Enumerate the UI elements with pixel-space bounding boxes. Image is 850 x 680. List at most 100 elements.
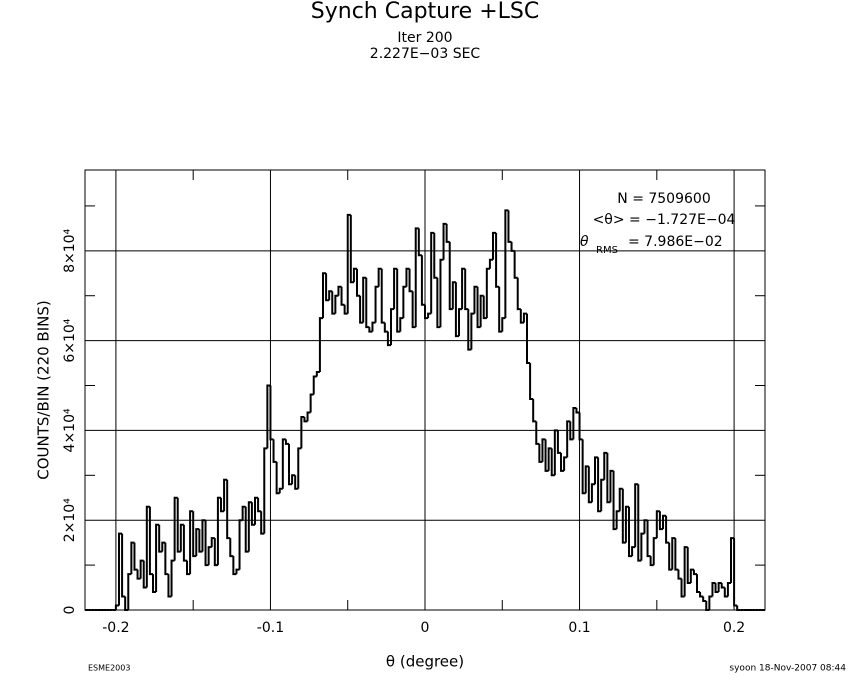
histogram-bin: [386, 331, 391, 347]
histogram-bin: [544, 439, 549, 472]
histogram-bin: [281, 438, 286, 489]
histogram-bin: [479, 294, 484, 328]
histogram-bin: [158, 524, 163, 553]
histogram-bin: [584, 465, 589, 494]
histogram-bin: [244, 506, 249, 553]
stat-rms-symbol: θ: [580, 234, 589, 250]
histogram-bin: [621, 488, 626, 544]
histogram-bin: [730, 537, 735, 584]
histogram-bin: [578, 412, 583, 441]
footer-left: ESME2003: [88, 664, 130, 673]
histogram-bin: [216, 496, 221, 566]
histogram-bin: [615, 510, 620, 530]
histogram-bin: [312, 375, 317, 395]
histogram-bin: [155, 523, 160, 593]
histogram-bin: [278, 487, 283, 494]
histogram-bin: [646, 520, 651, 558]
histogram-bin: [612, 470, 617, 531]
histogram-bin: [204, 520, 209, 567]
histogram-bin: [467, 309, 472, 351]
chart-subtitle: 2.227E−03 SEC: [370, 46, 481, 62]
histogram-bin: [541, 438, 546, 462]
histogram-bin: [507, 210, 512, 243]
histogram-bin: [195, 528, 200, 557]
x-tick-label: 0.2: [723, 620, 745, 636]
histogram-bin: [241, 505, 246, 521]
histogram-bin: [402, 285, 407, 319]
histogram-bin: [631, 546, 636, 557]
histogram-bin: [148, 506, 153, 576]
histogram-bin: [189, 510, 194, 575]
histogram-bin: [167, 574, 172, 598]
histogram-bin: [284, 439, 289, 445]
y-tick-label: 4×10⁴: [62, 408, 78, 452]
histogram-bin: [306, 411, 311, 422]
histogram-bin: [686, 547, 691, 585]
histogram-bin: [606, 452, 611, 504]
histogram-bin: [590, 483, 595, 503]
histogram-bin: [170, 559, 175, 597]
histogram-bin: [226, 479, 231, 540]
histogram-bin: [519, 309, 524, 324]
histogram-bin: [322, 272, 327, 319]
histogram-bin: [427, 312, 432, 319]
histogram-bin: [492, 231, 497, 260]
histogram-bin: [318, 317, 323, 373]
histogram-bin: [207, 546, 212, 566]
histogram-bin: [173, 496, 178, 561]
histogram-bin: [597, 457, 602, 513]
histogram-bin: [668, 542, 673, 571]
histogram-bin: [655, 510, 660, 539]
histogram-bin: [121, 533, 126, 598]
y-axis-label: COUNTS/BIN (220 BINS): [35, 300, 53, 479]
histogram-bin: [652, 537, 657, 566]
histogram-bin: [717, 582, 722, 593]
histogram-bin: [371, 321, 376, 332]
histogram-bin: [637, 484, 642, 562]
histogram-bin: [352, 267, 357, 283]
histogram-bin: [229, 538, 234, 558]
histogram-bin: [708, 595, 713, 610]
histogram-bin: [349, 214, 354, 284]
histogram-bin: [269, 385, 274, 441]
histogram-bin: [714, 583, 719, 594]
histogram-bin: [288, 443, 293, 486]
histogram-bin: [346, 213, 351, 314]
histogram-bin: [272, 439, 277, 463]
x-tick-label: 0.1: [568, 620, 590, 636]
histogram-bin: [674, 538, 679, 571]
stat-n: N = 7509600: [617, 191, 710, 207]
histogram-bin: [414, 227, 419, 328]
y-tick-label: 8×10⁴: [62, 228, 78, 272]
histogram-bin: [399, 317, 404, 332]
histogram-bin: [152, 574, 157, 594]
histogram-bin: [733, 538, 738, 607]
histogram-bin: [634, 483, 639, 548]
histogram-bin: [458, 308, 463, 337]
histogram-bin: [433, 232, 438, 279]
histogram-bin: [223, 478, 228, 512]
histogram-bin: [581, 439, 586, 495]
histogram-bin: [424, 304, 429, 320]
histogram-bin: [176, 497, 181, 553]
histogram-bin: [213, 538, 218, 567]
chart-subtitle: Iter 200: [397, 30, 452, 46]
histogram-bin: [396, 268, 401, 333]
histogram-bin: [411, 291, 416, 329]
histogram-bin: [628, 506, 633, 558]
histogram-bin: [359, 295, 364, 324]
histogram-bin: [454, 282, 459, 338]
histogram-bin: [325, 273, 330, 302]
histogram-bin: [334, 294, 339, 314]
histogram-bin: [250, 502, 255, 526]
histogram-bin: [247, 501, 252, 552]
histogram-bin: [736, 605, 741, 611]
histogram-bin: [461, 267, 466, 310]
histogram-bin: [343, 304, 348, 315]
histogram-bin: [445, 223, 450, 243]
histogram-bin: [275, 461, 280, 495]
histogram-bin: [309, 393, 314, 413]
histogram-bin: [340, 286, 345, 306]
histogram-bin: [689, 568, 694, 584]
